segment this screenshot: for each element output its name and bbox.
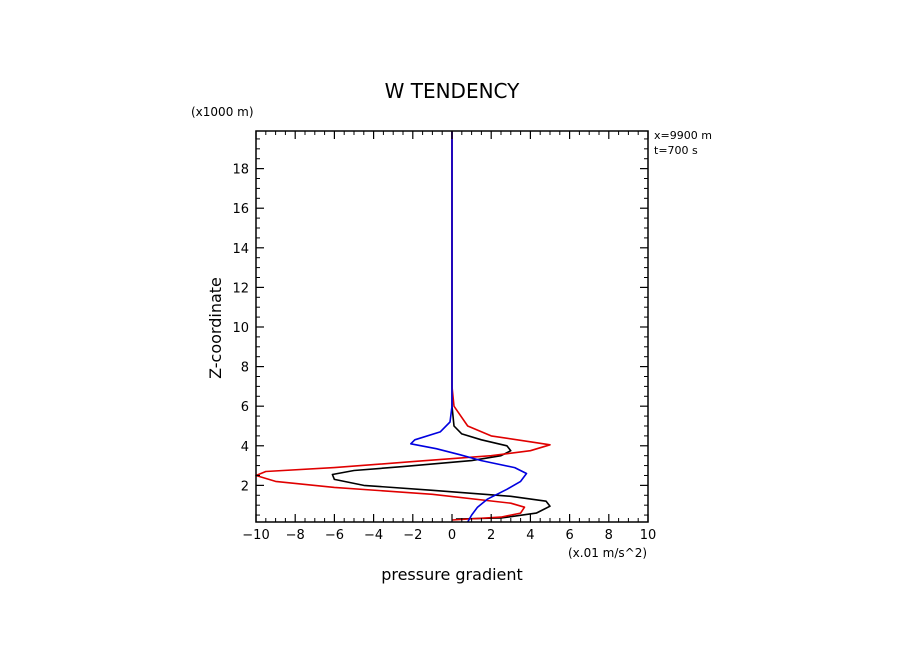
- y-tick-label: 4: [241, 440, 249, 455]
- axes-layer: −10 −8 −6 −4 −2 0 2 4 6 8 10 2 4 6 8 10 12 14 16 18: [232, 131, 656, 543]
- y-tick-label: 12: [232, 281, 249, 296]
- y-tick-label: 16: [232, 202, 249, 217]
- y-unit-label: (x1000 m): [191, 105, 254, 119]
- x-unit-label: (x.01 m/s^2): [568, 546, 647, 560]
- x-tick-label: 10: [640, 528, 657, 543]
- annotation-position: x=9900 m: [654, 129, 712, 142]
- x-tick-label: −2: [403, 528, 422, 543]
- annotation-time: t=700 s: [654, 144, 698, 157]
- y-tick-label: 6: [241, 400, 249, 415]
- x-tick-label: 0: [448, 528, 456, 543]
- x-tick-label: −10: [242, 528, 269, 543]
- series-line-2: [410, 131, 528, 523]
- chart-title: W TENDENCY: [385, 79, 521, 103]
- series-line-1: [255, 131, 551, 521]
- x-tick-label: −6: [325, 528, 344, 543]
- y-axis-label: Z-coordinate: [206, 277, 225, 379]
- y-tick-label: 18: [232, 163, 249, 178]
- series-layer: [255, 131, 551, 523]
- x-tick-label: −8: [286, 528, 305, 543]
- y-tick-label: 8: [241, 361, 249, 376]
- x-tick-label: 4: [526, 528, 534, 543]
- plot-frame: [255, 130, 649, 523]
- x-axis-label: pressure gradient: [381, 565, 523, 584]
- x-tick-label: 6: [565, 528, 573, 543]
- y-tick-label: 10: [232, 321, 249, 336]
- y-tick-label: 2: [241, 479, 249, 494]
- x-tick-label: 2: [487, 528, 495, 543]
- y-tick-label: 14: [232, 242, 249, 257]
- x-tick-label: 8: [605, 528, 613, 543]
- series-line-0: [331, 131, 551, 520]
- x-tick-label: −4: [364, 528, 383, 543]
